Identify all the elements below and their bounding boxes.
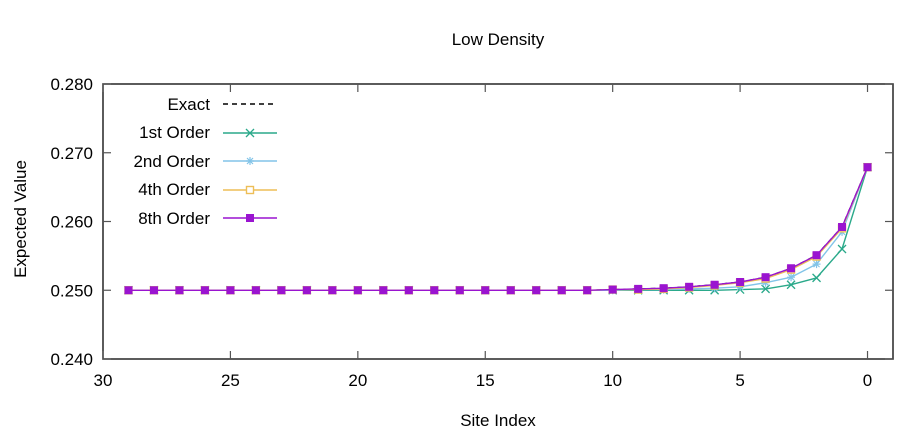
axis-tick-labels: 30 25 20 15 10 5 0 0.240 0.250 0.260 0.270 0.280 — [50, 75, 872, 390]
legend-sample-line-icon — [223, 157, 277, 166]
x-tick-label: 5 — [735, 371, 744, 390]
axis-ticks — [102, 83, 893, 360]
legend-sample-line-icon — [223, 128, 277, 138]
series-8th-order — [124, 163, 872, 295]
y-tick-label: 0.240 — [50, 350, 93, 369]
y-tick-label: 0.280 — [50, 75, 93, 94]
legend-label: 1st Order — [139, 123, 210, 143]
chart-title: Low Density — [451, 30, 545, 49]
y-tick-label: 0.250 — [50, 281, 93, 300]
legend-label: Exact — [167, 94, 210, 114]
legend-label: 8th Order — [138, 208, 210, 228]
y-tick-label: 0.270 — [50, 144, 93, 163]
legend-item-4th-order: 4th Order — [118, 176, 278, 205]
legend-sample-line-icon — [223, 185, 277, 194]
legend-sample-line-icon — [223, 103, 277, 106]
x-tick-label: 30 — [94, 371, 113, 390]
legend: Exact 1st Order 2nd Order 4th Order 8th … — [118, 90, 278, 233]
x-tick-label: 20 — [348, 371, 367, 390]
x-tick-label: 25 — [221, 371, 240, 390]
legend-item-1st-order: 1st Order — [118, 119, 278, 148]
legend-item-exact: Exact — [118, 90, 278, 119]
x-tick-label: 15 — [476, 371, 495, 390]
x-tick-label: 10 — [603, 371, 622, 390]
legend-item-8th-order: 8th Order — [118, 204, 278, 233]
x-axis-label: Site Index — [460, 411, 536, 430]
y-tick-label: 0.260 — [50, 213, 93, 232]
legend-label: 4th Order — [138, 180, 210, 200]
legend-item-2nd-order: 2nd Order — [118, 147, 278, 176]
x-tick-label: 0 — [863, 371, 872, 390]
legend-label: 2nd Order — [133, 151, 210, 171]
legend-sample-line-icon — [223, 214, 277, 223]
